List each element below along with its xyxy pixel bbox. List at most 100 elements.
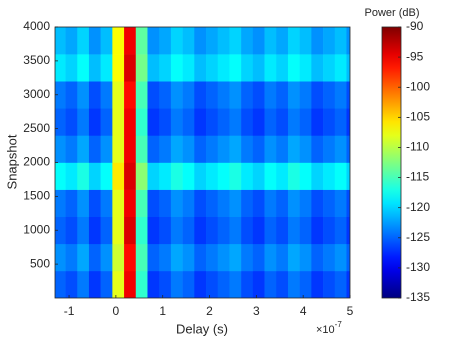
heatmap-cell bbox=[65, 54, 78, 82]
heatmap-cell bbox=[323, 270, 336, 298]
heatmap-cell bbox=[323, 216, 336, 245]
heatmap-cell bbox=[124, 270, 137, 298]
x-multiplier: ×10 bbox=[316, 324, 335, 336]
heatmap-cell bbox=[194, 216, 207, 245]
heatmap-cell bbox=[229, 162, 242, 190]
heatmap-cell bbox=[135, 216, 148, 245]
colorbar-tick-label: -110 bbox=[406, 140, 429, 154]
heatmap-cell bbox=[182, 270, 195, 298]
heatmap-cell bbox=[206, 216, 219, 245]
heatmap-cell bbox=[346, 162, 350, 190]
heatmap-cell bbox=[112, 135, 125, 163]
colorbar-tick-label: -120 bbox=[406, 200, 430, 214]
heatmap-cell bbox=[299, 54, 312, 82]
heatmap-cell bbox=[311, 216, 324, 245]
heatmap-cell bbox=[334, 54, 347, 82]
heatmap-cell bbox=[77, 216, 90, 245]
heatmap-cell bbox=[311, 270, 324, 298]
heatmap-cell bbox=[299, 270, 312, 298]
heatmap-cell bbox=[77, 54, 90, 82]
heatmap-cell bbox=[346, 216, 350, 245]
heatmap-cell bbox=[287, 189, 300, 217]
heatmap-cell bbox=[229, 27, 242, 55]
heatmap-cell bbox=[346, 135, 350, 163]
heatmap-cell bbox=[311, 27, 324, 55]
x-tick-label: 1 bbox=[159, 304, 166, 318]
heatmap-cell bbox=[206, 135, 219, 163]
heatmap-cell bbox=[217, 216, 230, 245]
heatmap-cell bbox=[100, 135, 113, 163]
heatmap-cell bbox=[206, 54, 219, 82]
heatmap-cell bbox=[88, 27, 101, 55]
heatmap-cell bbox=[170, 162, 183, 190]
colorbar-title: Power (dB) bbox=[364, 7, 419, 19]
heatmap-cell bbox=[124, 27, 137, 55]
heatmap-cell bbox=[135, 243, 148, 272]
heatmap-cell bbox=[147, 135, 160, 163]
heatmap-cell bbox=[65, 243, 78, 272]
heatmap-cell bbox=[229, 54, 242, 82]
heatmap-cell bbox=[346, 189, 350, 217]
y-tick-label: 1000 bbox=[23, 222, 50, 236]
colorbar-tick-label: -125 bbox=[406, 230, 430, 244]
heatmap-cell bbox=[77, 108, 90, 136]
heatmap-cell bbox=[217, 270, 230, 298]
heatmap-cell bbox=[323, 81, 336, 109]
heatmap-cell bbox=[100, 216, 113, 245]
heatmap-cell bbox=[229, 243, 242, 272]
heatmap-cell bbox=[346, 108, 350, 136]
y-axis-title: Snapshot bbox=[4, 134, 19, 189]
heatmap-cell bbox=[100, 162, 113, 190]
heatmap-cell bbox=[252, 216, 265, 245]
heatmap-cell bbox=[276, 243, 289, 272]
heatmap-cell bbox=[241, 189, 254, 217]
heatmap-cell bbox=[159, 81, 172, 109]
heatmap-cell bbox=[252, 81, 265, 109]
heatmap-cell bbox=[124, 54, 137, 82]
heatmap-cell bbox=[88, 189, 101, 217]
colorbar-tick-label: -115 bbox=[406, 170, 429, 184]
heatmap-cell bbox=[55, 270, 66, 298]
heatmap-cell bbox=[170, 27, 183, 55]
heatmap-cell bbox=[217, 189, 230, 217]
heatmap-cell bbox=[276, 81, 289, 109]
heatmap-cell bbox=[159, 27, 172, 55]
heatmap-cell bbox=[299, 216, 312, 245]
colorbar-tick-label: -130 bbox=[406, 260, 430, 274]
heatmap-cell bbox=[77, 243, 90, 272]
heatmap-cell bbox=[77, 27, 90, 55]
heatmap-cell bbox=[229, 108, 242, 136]
heatmap-cell bbox=[55, 216, 66, 245]
heatmap-cell bbox=[346, 81, 350, 109]
heatmap-cell bbox=[65, 108, 78, 136]
heatmap-cell bbox=[346, 270, 350, 298]
heatmap-cell bbox=[159, 54, 172, 82]
heatmap-cell bbox=[287, 216, 300, 245]
heatmap-cell bbox=[100, 108, 113, 136]
heatmap-cell bbox=[311, 54, 324, 82]
heatmap-cell bbox=[100, 189, 113, 217]
heatmap-cell bbox=[182, 27, 195, 55]
heatmap-cell bbox=[229, 216, 242, 245]
heatmap-cell bbox=[346, 54, 350, 82]
heatmap-cell bbox=[299, 27, 312, 55]
heatmap-cell bbox=[194, 243, 207, 272]
heatmap-cell bbox=[159, 135, 172, 163]
heatmap-cell bbox=[252, 162, 265, 190]
heatmap-cell bbox=[311, 81, 324, 109]
heatmap-cell bbox=[252, 243, 265, 272]
heatmap-cell bbox=[311, 162, 324, 190]
heatmap-cell bbox=[88, 54, 101, 82]
heatmap-cell bbox=[276, 189, 289, 217]
heatmap-cell bbox=[170, 108, 183, 136]
heatmap-cell bbox=[241, 243, 254, 272]
heatmap-cell bbox=[287, 54, 300, 82]
heatmap-cell bbox=[276, 108, 289, 136]
x-exponent-power: -7 bbox=[335, 320, 343, 329]
heatmap-cell bbox=[194, 270, 207, 298]
heatmap-cell bbox=[334, 216, 347, 245]
heatmap-cell bbox=[323, 54, 336, 82]
heatmap-cell bbox=[241, 270, 254, 298]
y-tick-label: 2000 bbox=[23, 155, 50, 169]
